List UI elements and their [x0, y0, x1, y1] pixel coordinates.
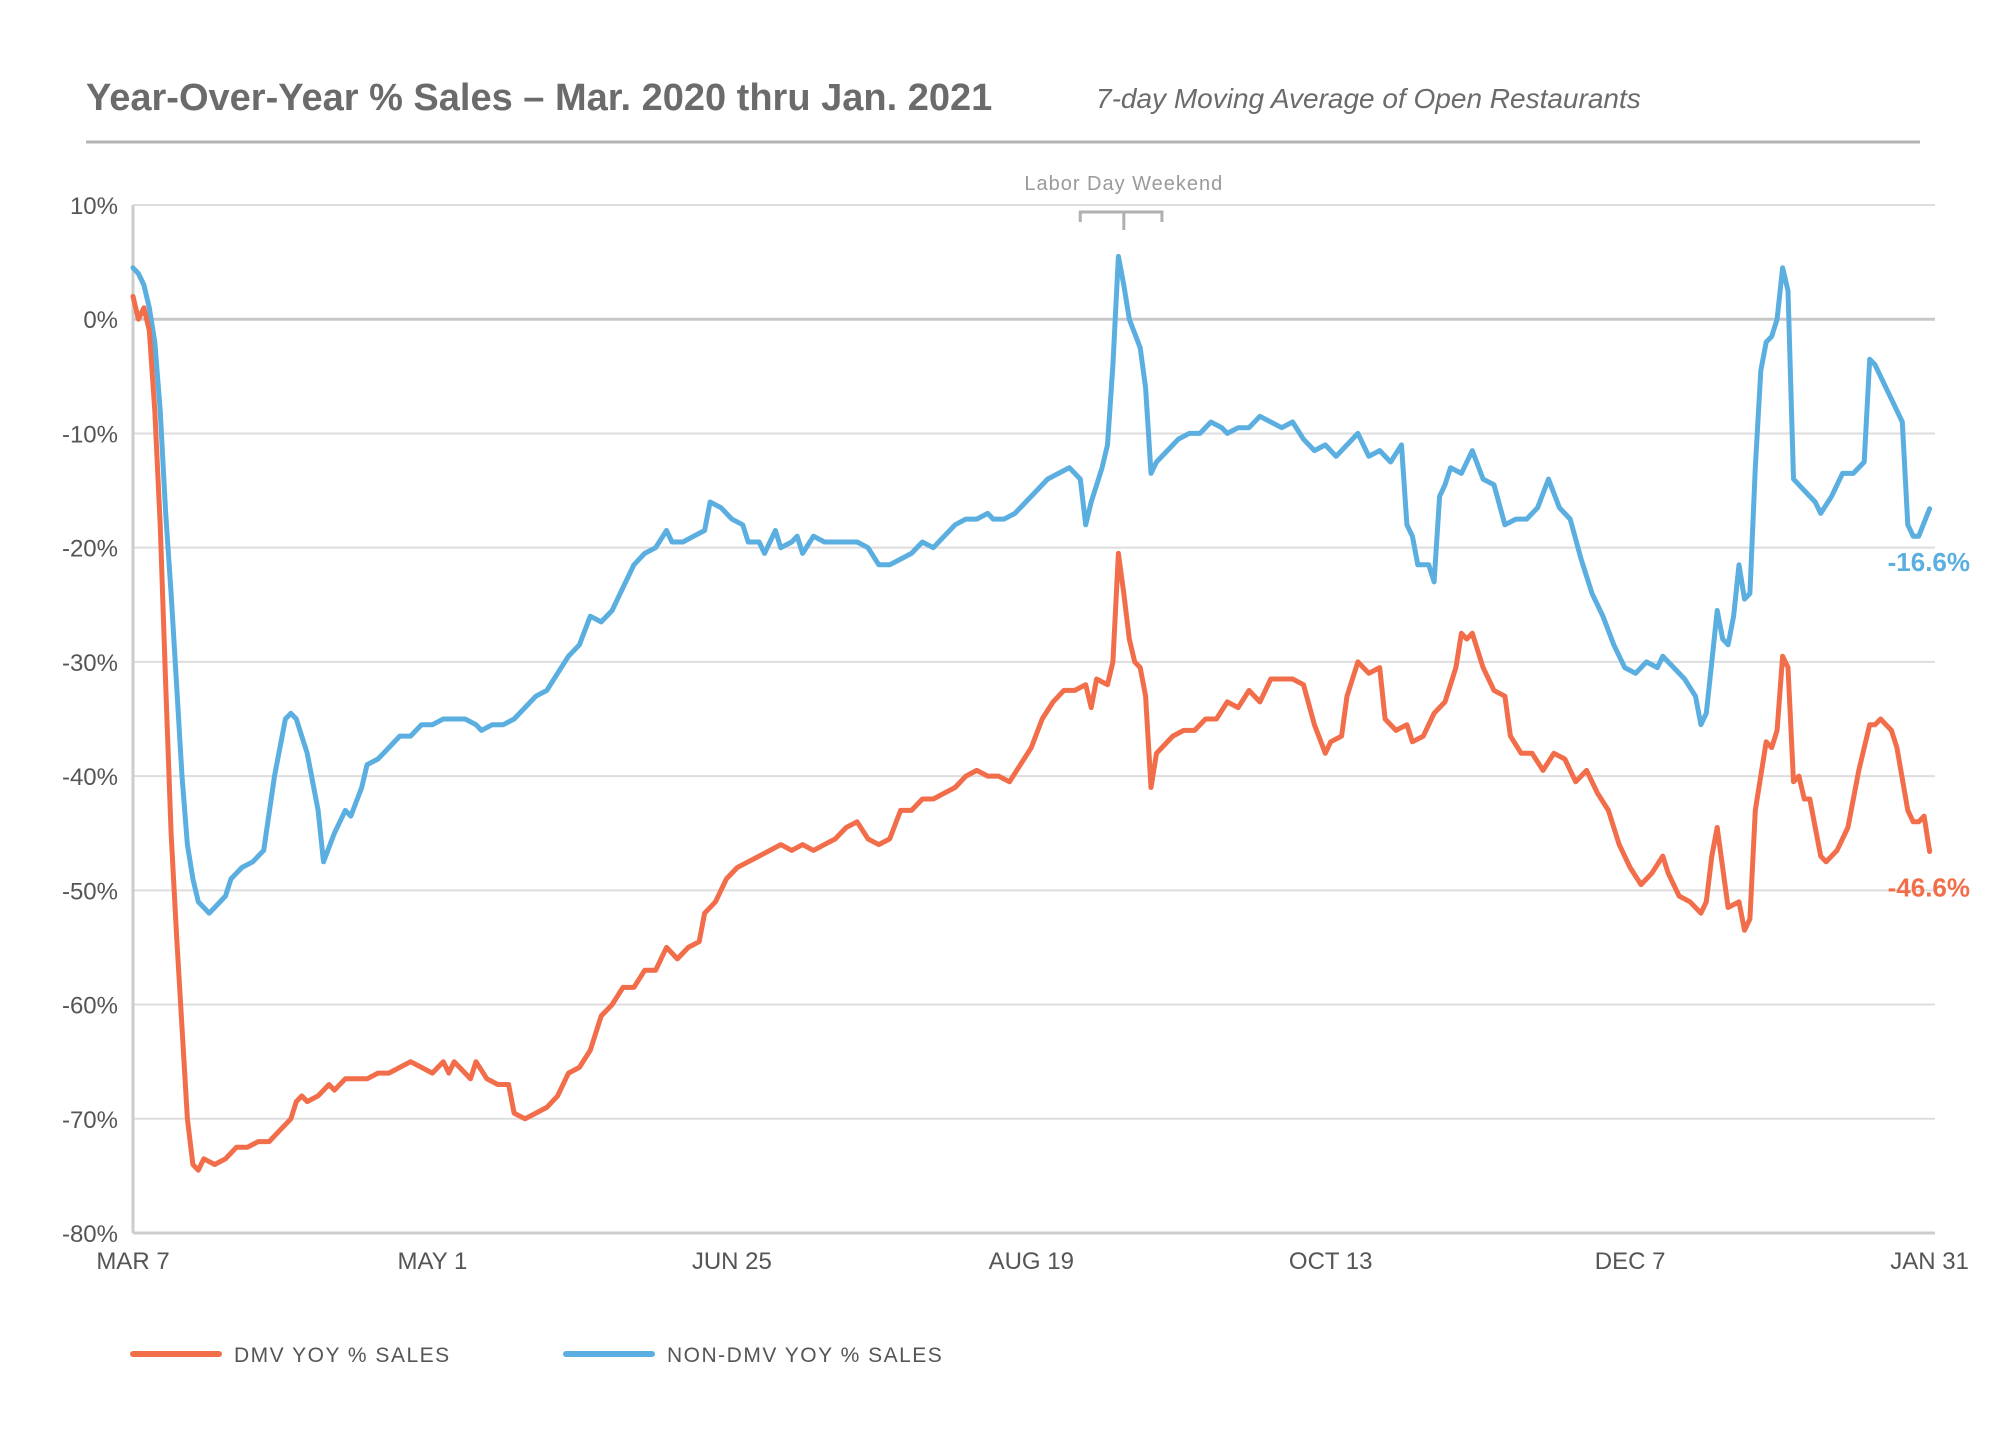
y-tick-label: -30% — [62, 650, 118, 677]
x-tick-label: MAR 7 — [96, 1248, 169, 1275]
axes — [131, 205, 1935, 1235]
legend: DMV YOY % SALES NON-DMV YOY % SALES — [130, 1344, 943, 1367]
y-tick-label: -50% — [62, 878, 118, 905]
labor-day-label: Labor Day Weekend — [1024, 173, 1223, 195]
non-dmv-series-line — [130, 253, 1933, 916]
y-tick-label: -60% — [62, 993, 118, 1020]
y-tick-label: 10% — [70, 193, 118, 220]
gridlines — [133, 204, 1935, 1120]
chart-title: Year-Over-Year % Sales – Mar. 2020 thru … — [86, 77, 992, 119]
y-tick-label: 0% — [83, 307, 118, 334]
series-lines — [130, 253, 1933, 1173]
x-tick-label: DEC 7 — [1595, 1248, 1666, 1275]
x-tick-label: AUG 19 — [989, 1248, 1074, 1275]
labor-day-annotation: Labor Day Weekend — [1024, 173, 1223, 230]
x-tick-labels: MAR 7 MAY 1 JUN 25 AUG 19 OCT 13 DEC 7 JAN 31 — [96, 1248, 1969, 1275]
y-tick-label: -20% — [62, 536, 118, 563]
end-labels: -46.6% -16.6% — [1888, 547, 1970, 903]
legend-label-dmv: DMV YOY % SALES — [234, 1344, 451, 1367]
y-tick-label: -40% — [62, 764, 118, 791]
y-tick-label: -80% — [62, 1221, 118, 1248]
y-tick-labels: 10% 0% -10% -20% -30% -40% -50% -60% -70% -80% — [62, 193, 118, 1248]
y-tick-label: -70% — [62, 1107, 118, 1134]
x-tick-label: MAY 1 — [398, 1248, 468, 1275]
x-tick-label: JAN 31 — [1890, 1248, 1969, 1275]
x-tick-label: JUN 25 — [692, 1248, 772, 1275]
dmv-series-line — [130, 293, 1933, 1173]
annotation-bracket — [1078, 210, 1164, 222]
y-tick-label: -10% — [62, 421, 118, 448]
dmv-end-label: -46.6% — [1888, 872, 1970, 902]
chart-subtitle: 7-day Moving Average of Open Restaurants — [1096, 83, 1641, 114]
non-dmv-end-label: -16.6% — [1888, 547, 1970, 577]
legend-label-non-dmv: NON-DMV YOY % SALES — [667, 1344, 943, 1367]
x-tick-label: OCT 13 — [1289, 1248, 1373, 1275]
